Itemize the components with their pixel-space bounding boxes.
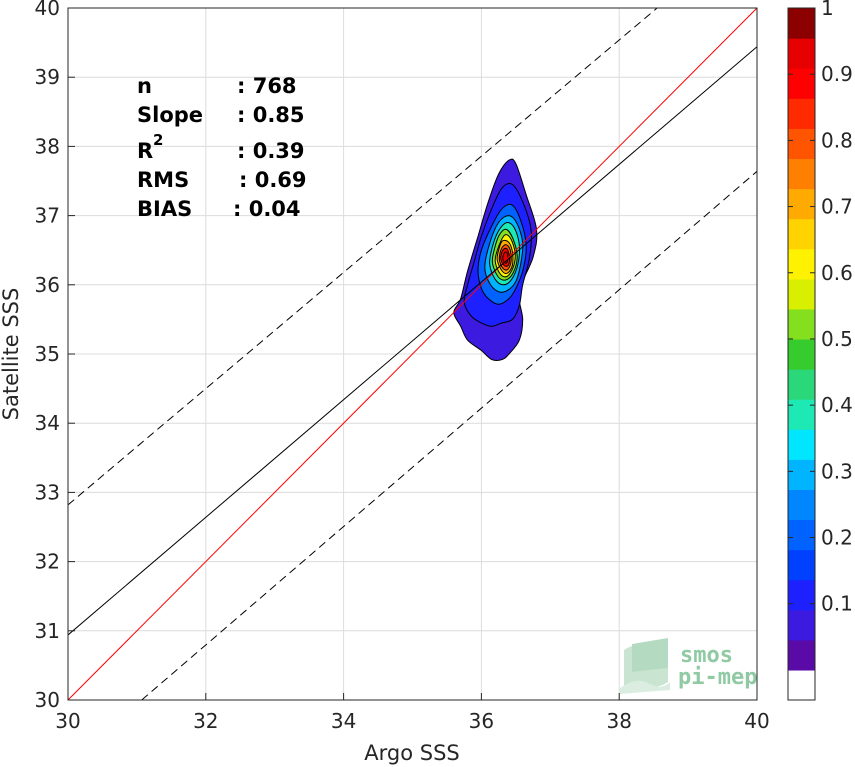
colorbar-segment [788,609,815,641]
colorbar-segment [788,369,815,400]
colorbar-segment [788,429,815,460]
colorbar-segment [788,278,815,310]
colorbar-segment [788,459,815,490]
colorbar-segment [788,188,815,220]
y-axis-ticks: 30 31 32 33 34 35 36 37 38 39 40 [35,0,75,712]
colorbar-segment [788,489,815,521]
colorbar-segment [788,38,815,69]
colorbar-tick-label: 0.6 [821,261,853,285]
colorbar-segment [788,579,815,611]
lower-bound-line [141,170,757,700]
stat-r2-label: R [137,139,153,163]
colorbar-segment [788,549,815,581]
stat-slope-label: Slope [137,103,203,127]
stats-box: n : 768 Slope : 0.85 R 2 : 0.39 RMS : 0.… [137,74,307,221]
colorbar-ticks: 0.1 0.2 0.3 0.4 0.5 0.6 0.7 0.8 0.9 1 [788,0,853,616]
logo-line1: smos [680,643,733,668]
colorbar-segment [788,519,815,551]
stat-bias-value: : 0.04 [233,197,301,221]
colorbar-tick-label: 0.5 [821,327,853,351]
y-tick-label: 36 [35,273,60,297]
colorbar-segment [788,8,815,39]
colorbar-segment [788,639,815,671]
stat-r2-value: : 0.39 [237,139,305,163]
colorbar-tick-label: 0.3 [821,459,853,483]
grid-lines [67,7,758,701]
smos-pimep-logo: smos pi-mep [620,638,757,694]
stat-n-value: : 768 [237,74,297,98]
colorbar-segment [788,399,815,430]
y-tick-label: 39 [35,65,60,89]
colorbar-segment [788,68,815,99]
x-tick-label: 32 [193,709,218,733]
x-axis-ticks: 30 32 34 36 38 40 [55,693,770,733]
colorbar-segment [788,218,815,250]
stat-n-label: n [137,74,152,98]
y-tick-label: 30 [35,688,60,712]
y-tick-label: 34 [35,411,60,435]
colorbar-segment [788,669,815,701]
stat-slope-value: : 0.85 [237,103,305,127]
colorbar-segment [788,158,815,190]
colorbar-segment [788,248,815,280]
colorbar-tick-label: 0.9 [821,62,853,86]
colorbar-tick-label: 0.1 [821,592,853,616]
fit-line [68,46,757,636]
y-tick-label: 37 [35,204,60,228]
y-tick-label: 33 [35,480,60,504]
colorbar-tick-label: 0.2 [821,526,853,550]
colorbar [788,8,815,701]
stat-r2-sup: 2 [153,131,163,149]
y-tick-label: 35 [35,342,60,366]
stat-rms-value: : 0.69 [239,168,307,192]
y-tick-label: 40 [35,0,60,20]
y-tick-label: 31 [35,619,60,643]
identity-line [68,8,757,700]
y-axis-label: Satellite SSS [0,288,23,421]
stat-bias-label: BIAS [137,197,192,221]
colorbar-tick-label: 0.7 [821,195,853,219]
x-tick-label: 36 [469,709,494,733]
colorbar-tick-label: 0.8 [821,128,853,152]
logo-line2: pi-mep [678,665,757,690]
colorbar-segment [788,308,815,340]
colorbar-tick-label: 0.4 [821,393,853,417]
colorbar-segment [788,98,815,129]
x-axis-label: Argo SSS [364,741,459,765]
stat-rms-label: RMS [137,168,189,192]
upper-bound-line [68,8,658,506]
colorbar-tick-label: 1 [821,0,834,20]
x-tick-label: 40 [744,709,769,733]
colorbar-segment [788,128,815,160]
colorbar-frame [787,7,816,701]
x-tick-label: 30 [55,709,80,733]
reference-lines [68,8,757,700]
wave-logo-icon [620,638,670,694]
x-tick-label: 38 [606,709,631,733]
x-tick-label: 34 [331,709,356,733]
y-tick-label: 32 [35,550,60,574]
colorbar-segment [788,338,815,370]
y-tick-label: 38 [35,134,60,158]
